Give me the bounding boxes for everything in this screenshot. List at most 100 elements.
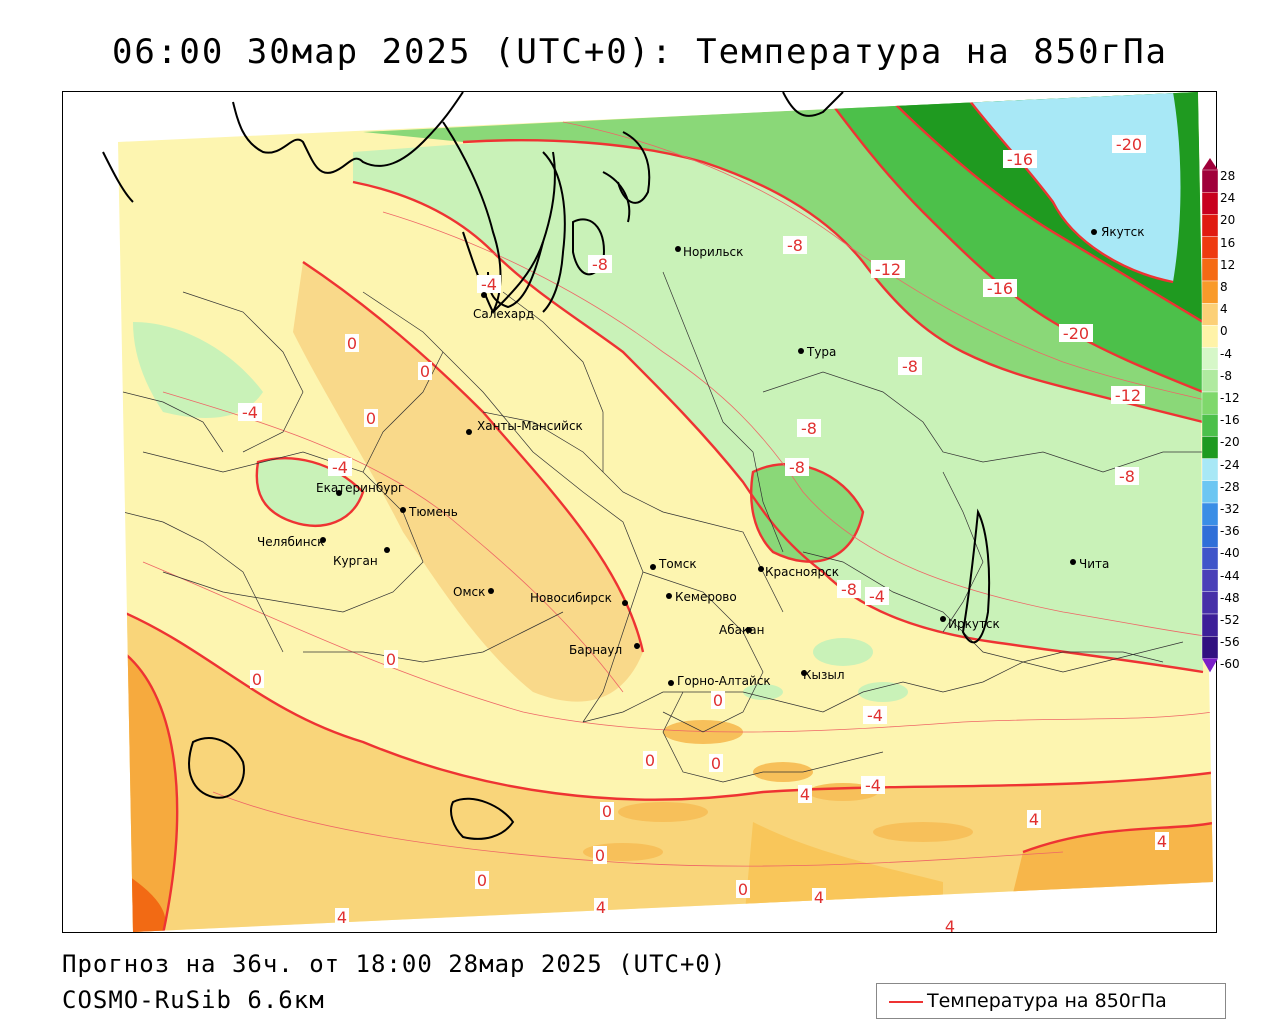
city-label: Омск — [453, 585, 485, 599]
city-dot — [488, 588, 494, 594]
isotherm-label-bg — [593, 846, 607, 864]
isotherm-label: -20 — [1116, 135, 1142, 154]
isotherm-label-bg — [364, 409, 378, 427]
colorbar-tick-label: -36 — [1220, 524, 1240, 539]
isotherm-label: 0 — [738, 880, 748, 899]
city-dot — [758, 566, 764, 572]
temperature-map: -20 -20 -16 -16 -12 -12 -8 -8 -8 -8 -8 -8 -8 -4 -4 -4 -4… — [62, 91, 1217, 933]
isotherm-label-bg — [898, 357, 922, 375]
colorbar-tick-label: -24 — [1220, 457, 1240, 472]
isotherm-label-bg — [785, 458, 809, 476]
city-label: Барнаул — [569, 643, 622, 657]
isotherm-label-bg — [1115, 467, 1139, 485]
city-dot — [622, 600, 628, 606]
city-label: Красноярск — [765, 565, 839, 579]
isotherm-label-bg — [943, 917, 957, 932]
colorbar-cell — [1201, 613, 1219, 637]
city-label: Екатеринбург — [316, 481, 404, 495]
isotherm-label: 0 — [713, 691, 723, 710]
isotherm-label-bg — [1027, 810, 1041, 828]
city-dot — [400, 507, 406, 513]
colorbar-cell — [1201, 591, 1219, 615]
isotherm-label-bg — [736, 880, 750, 898]
city-label: Чита — [1079, 557, 1109, 571]
isotherm-label-bg — [865, 587, 889, 605]
colorbar-cell — [1201, 525, 1219, 548]
isotherm-label-bg — [837, 580, 861, 598]
isotherm-label: 0 — [595, 846, 605, 865]
isotherm-label: 0 — [477, 871, 487, 890]
colorbar-cell — [1201, 236, 1219, 259]
isotherm-label: -8 — [841, 580, 857, 599]
city-dot — [666, 593, 672, 599]
isotherm-label: 0 — [645, 751, 655, 770]
isotherm-label: -4 — [869, 587, 885, 606]
city-label: Салехард — [473, 307, 534, 321]
city-dot — [801, 670, 807, 676]
isotherm-label: 4 — [814, 888, 824, 907]
colorbar-cell — [1201, 280, 1219, 304]
isotherm-label-bg — [797, 419, 821, 437]
colorbar-cell — [1201, 480, 1219, 504]
city-dot — [384, 547, 390, 553]
city-label: Норильск — [683, 245, 743, 259]
colorbar-cell — [1201, 436, 1219, 459]
isotherm-label: -8 — [789, 458, 805, 477]
colorbar-cell — [1201, 458, 1219, 482]
isotherm-label-bg — [384, 650, 398, 668]
colorbar-cell — [1201, 214, 1219, 237]
isotherm-label: 0 — [602, 802, 612, 821]
isotherm-label: 0 — [711, 754, 721, 773]
isotherm-label-bg — [345, 334, 359, 352]
city-dot — [668, 680, 674, 686]
isotherm-label: 0 — [386, 650, 396, 669]
city-dot — [336, 490, 342, 496]
isotherm-label: -4 — [242, 403, 258, 422]
isotherm-label: -8 — [1119, 467, 1135, 486]
legend-line-swatch — [889, 1001, 923, 1003]
forecast-caption: Прогноз на 36ч. от 18:00 28мар 2025 (UTC… — [62, 950, 727, 978]
isotherm-label: 4 — [1029, 810, 1039, 829]
colorbar-tick-label: 20 — [1220, 213, 1236, 228]
city-label: Ханты-Мансийск — [477, 419, 583, 433]
colorbar-tick-label: 12 — [1220, 257, 1236, 272]
isotherm-label-bg — [477, 275, 501, 293]
isotherm-label: -4 — [332, 458, 348, 477]
isotherm-label-bg — [1003, 150, 1037, 168]
isotherm-label: -12 — [875, 260, 901, 279]
isotherm-label-bg — [238, 403, 262, 421]
colorbar-cell — [1201, 169, 1219, 193]
isotherm-label: 0 — [420, 362, 430, 381]
city-dot — [466, 429, 472, 435]
isotherm-label-bg — [783, 236, 807, 254]
colorbar-tick-label: 4 — [1220, 302, 1228, 317]
isotherm-label-bg — [983, 279, 1017, 297]
colorbar-cell — [1201, 302, 1219, 326]
city-dot — [634, 643, 640, 649]
colorbar-tick-label: -40 — [1220, 546, 1240, 561]
isotherm-label-bg — [1111, 386, 1145, 404]
isotherm-label-bg — [1059, 324, 1093, 342]
colorbar-cell — [1201, 347, 1219, 371]
isotherm-label: -12 — [1115, 386, 1141, 405]
isotherm-label: 4 — [1157, 832, 1167, 851]
city-dot — [1091, 229, 1097, 235]
isotherm-label: 0 — [252, 670, 262, 689]
isotherm-label-bg — [335, 908, 349, 926]
city-label: Абакан — [719, 623, 764, 637]
colorbar-tick-label: -32 — [1220, 502, 1240, 516]
isotherm-label: 4 — [800, 785, 810, 804]
isotherm-label: 4 — [337, 908, 347, 927]
colorbar-cell — [1201, 192, 1219, 215]
isotherm-label-bg — [594, 898, 608, 916]
isotherm-label: 0 — [366, 409, 376, 428]
colorbar-cell — [1201, 502, 1219, 526]
colorbar-cell — [1201, 369, 1219, 393]
temperature-fill-layer — [118, 92, 1213, 932]
colorbar-tick-label: 24 — [1220, 191, 1236, 206]
isotherm-label: -8 — [592, 255, 608, 274]
city-label: Томск — [658, 557, 697, 571]
legend-label: Температура на 850гПа — [927, 990, 1167, 1012]
city-label: Кемерово — [675, 590, 737, 604]
isotherm-label-bg — [798, 785, 812, 803]
